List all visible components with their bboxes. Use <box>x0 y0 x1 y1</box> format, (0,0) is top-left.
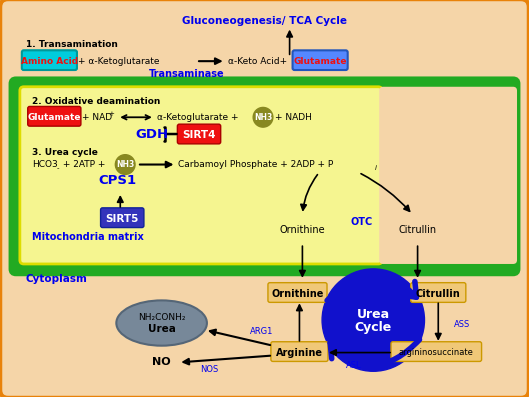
Text: NH₂CONH₂: NH₂CONH₂ <box>138 312 185 322</box>
FancyArrowPatch shape <box>327 275 416 301</box>
Text: NO: NO <box>152 357 170 367</box>
Text: argininosuccinate: argininosuccinate <box>399 348 474 357</box>
Text: Ornithine: Ornithine <box>271 289 324 299</box>
Text: NH3: NH3 <box>254 113 272 122</box>
Text: + NADH: + NADH <box>275 113 312 122</box>
Text: Cytoplasm: Cytoplasm <box>26 274 88 284</box>
FancyArrowPatch shape <box>330 339 419 365</box>
FancyBboxPatch shape <box>101 208 144 227</box>
Ellipse shape <box>116 301 207 346</box>
Text: NH3: NH3 <box>116 160 134 169</box>
Text: Glutamate: Glutamate <box>28 113 81 122</box>
Text: Carbamoyl Phosphate + 2ADP + P: Carbamoyl Phosphate + 2ADP + P <box>178 160 334 169</box>
Text: + α-Ketoglutarate: + α-Ketoglutarate <box>78 57 159 66</box>
Text: HCO3: HCO3 <box>32 160 58 169</box>
Text: Ornithine: Ornithine <box>280 225 325 235</box>
Text: 1. Transamination: 1. Transamination <box>26 40 117 49</box>
FancyBboxPatch shape <box>22 50 77 70</box>
Text: SIRT5: SIRT5 <box>106 214 139 224</box>
Text: -: - <box>56 166 59 172</box>
FancyBboxPatch shape <box>11 79 518 274</box>
Text: + NAD: + NAD <box>82 113 112 122</box>
Text: α-Ketoglutarate +: α-Ketoglutarate + <box>157 113 238 122</box>
Text: ARG1: ARG1 <box>250 328 273 336</box>
Text: Cycle: Cycle <box>354 322 392 334</box>
Text: GDH: GDH <box>135 127 168 141</box>
Circle shape <box>322 269 424 371</box>
FancyBboxPatch shape <box>379 87 517 264</box>
Text: Mitochondria matrix: Mitochondria matrix <box>32 232 143 243</box>
Text: NOS: NOS <box>200 365 218 374</box>
Text: Urea: Urea <box>148 324 176 334</box>
FancyBboxPatch shape <box>268 283 327 303</box>
Text: Glutamate: Glutamate <box>294 57 347 66</box>
Circle shape <box>253 108 273 127</box>
Text: Urea: Urea <box>357 308 390 321</box>
Text: ASL: ASL <box>346 361 361 370</box>
Circle shape <box>115 155 135 174</box>
FancyBboxPatch shape <box>22 50 77 70</box>
Text: Arginine: Arginine <box>276 347 323 358</box>
Text: OTC: OTC <box>350 217 372 227</box>
Text: 2. Oxidative deamination: 2. Oxidative deamination <box>32 97 160 106</box>
FancyBboxPatch shape <box>293 50 348 70</box>
FancyBboxPatch shape <box>177 124 221 144</box>
Text: Gluconeogenesis/ TCA Cycle: Gluconeogenesis/ TCA Cycle <box>181 16 346 26</box>
Text: Amino Acid: Amino Acid <box>21 57 78 66</box>
Text: CPS1: CPS1 <box>98 174 136 187</box>
Text: SIRT4: SIRT4 <box>183 130 216 140</box>
Text: +: + <box>108 111 114 118</box>
FancyBboxPatch shape <box>391 342 481 361</box>
Text: + 2ATP +: + 2ATP + <box>60 160 106 169</box>
FancyBboxPatch shape <box>20 87 382 264</box>
Text: ASS: ASS <box>454 320 470 329</box>
Text: Transaminase: Transaminase <box>149 69 224 79</box>
Text: 3. Urea cycle: 3. Urea cycle <box>32 148 97 157</box>
Text: Citrullin: Citrullin <box>398 225 436 235</box>
Text: Citrullin: Citrullin <box>416 289 461 299</box>
FancyBboxPatch shape <box>411 283 466 303</box>
FancyBboxPatch shape <box>28 106 81 126</box>
Text: α-Keto Acid+: α-Keto Acid+ <box>227 57 287 66</box>
FancyBboxPatch shape <box>271 342 328 361</box>
Text: i: i <box>375 166 376 172</box>
